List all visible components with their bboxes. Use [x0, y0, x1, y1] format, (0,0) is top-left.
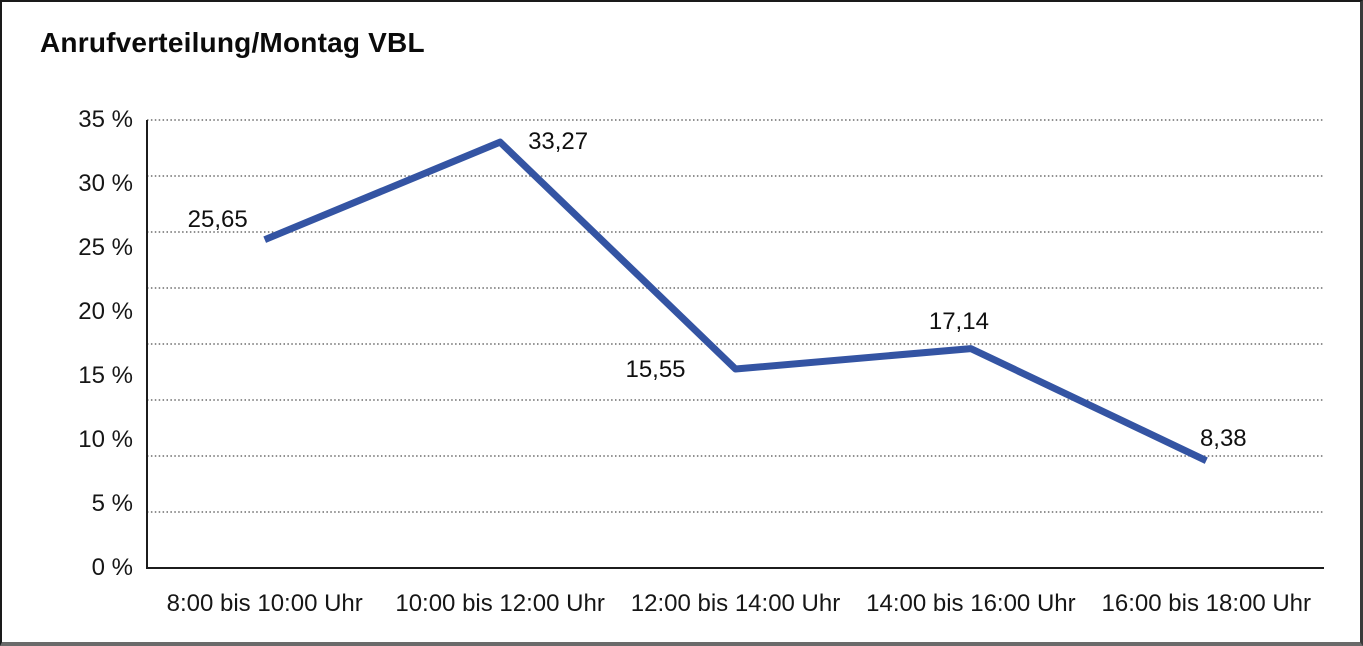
- y-axis-tick-label: 10 %: [78, 426, 133, 453]
- data-point-label: 8,38: [1199, 424, 1247, 452]
- data-series-line: [263, 138, 1208, 464]
- y-axis-tick-label: 25 %: [78, 234, 133, 261]
- data-point-label: 33,27: [528, 128, 589, 156]
- y-axis-tick-label: 35 %: [78, 106, 133, 133]
- x-axis-tick-label: 14:00 bis 16:00 Uhr: [866, 590, 1076, 617]
- chart-title: Anrufverteilung/Montag VBL: [40, 27, 425, 58]
- data-point-label: 17,14: [928, 307, 989, 335]
- y-axis-tick-label: 30 %: [78, 170, 133, 197]
- data-point-label: 15,55: [625, 355, 686, 383]
- data-point-label: 25,65: [187, 205, 248, 233]
- y-axis-tick-label: 20 %: [78, 298, 133, 325]
- x-axis-tick-label: 12:00 bis 14:00 Uhr: [630, 590, 841, 617]
- x-axis-tick-label: 16:00 bis 18:00 Uhr: [1101, 590, 1312, 617]
- y-axis-tick-label: 15 %: [78, 362, 133, 389]
- x-axis-tick-label: 10:00 bis 12:00 Uhr: [395, 590, 605, 617]
- y-axis-tick-label: 0 %: [91, 554, 133, 581]
- x-axis-tick-label: 8:00 bis 10:00 Uhr: [166, 590, 363, 617]
- y-axis-tick-label: 5 %: [91, 490, 133, 517]
